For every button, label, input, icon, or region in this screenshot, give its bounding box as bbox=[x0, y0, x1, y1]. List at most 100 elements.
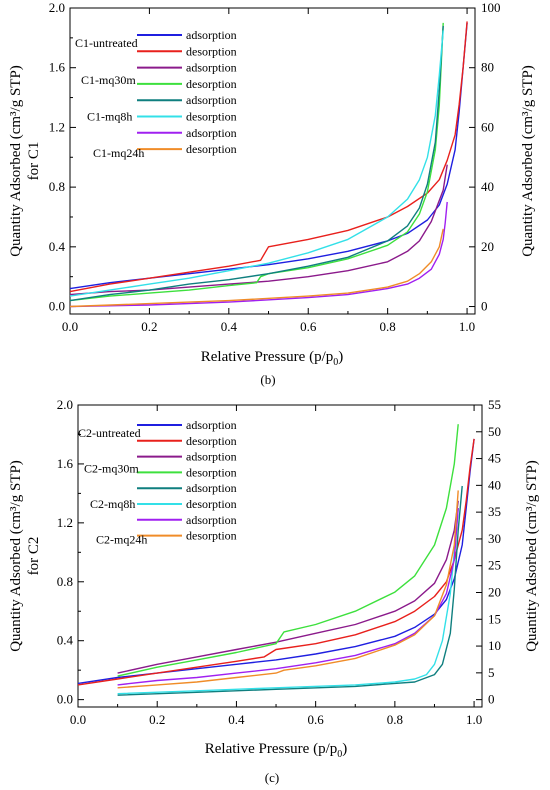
y-right-tick-label: 100 bbox=[481, 0, 501, 15]
y-right-tick-label: 55 bbox=[488, 397, 501, 412]
y-right-tick-label: 80 bbox=[481, 60, 494, 75]
legend: adsorption desorption adsorption desorption… bbox=[75, 28, 237, 160]
x-tick-label: 1.0 bbox=[459, 319, 475, 334]
y-right-tick-label: 20 bbox=[481, 239, 494, 254]
y-left-tick-label: 0.8 bbox=[49, 179, 65, 194]
legend-label: adsorption bbox=[186, 450, 237, 464]
y-right-tick-label: 45 bbox=[488, 451, 501, 466]
series-line bbox=[117, 508, 459, 695]
legend-label: adsorption bbox=[186, 28, 237, 42]
x-axis-label: Relative Pressure (p/p0) bbox=[201, 349, 343, 368]
x-axis-label: Relative Pressure (p/p0) bbox=[205, 741, 347, 760]
y-right-tick-label: 30 bbox=[488, 531, 501, 546]
legend-group-label: C2-mq8h bbox=[90, 497, 135, 511]
legend-group-label: C2-untreated bbox=[78, 426, 141, 440]
y-right-tick-label: 20 bbox=[488, 584, 501, 599]
legend-label: adsorption bbox=[186, 61, 237, 75]
y-axis-label-left: Quantity Adsorbed (cm³/g STP) bbox=[8, 65, 24, 257]
y-right-tick-label: 5 bbox=[488, 665, 495, 680]
series-line bbox=[69, 25, 444, 302]
y-left-tick-label: 1.6 bbox=[57, 456, 74, 471]
y-left-tick-label: 0.0 bbox=[49, 299, 65, 314]
y-axis-label-left-sub: for C2 bbox=[26, 537, 42, 576]
legend-group-label: C1-mq8h bbox=[87, 109, 132, 123]
series-line bbox=[117, 424, 459, 677]
series-line bbox=[77, 438, 475, 686]
x-tick-label: 0.6 bbox=[300, 319, 317, 334]
y-right-tick-label: 35 bbox=[488, 504, 501, 519]
y-left-tick-label: 1.2 bbox=[49, 119, 65, 134]
tick-labels: 0.0 0.2 0.4 0.6 0.8 1.0 0.0 0.4 0.8 1.2 1.6 2.0 0 5 10… bbox=[57, 397, 501, 727]
x-tick-label: 0.2 bbox=[149, 712, 165, 727]
series-line bbox=[69, 22, 444, 302]
x-tick-label: 0.0 bbox=[70, 712, 86, 727]
legend-label: desorption bbox=[186, 110, 237, 124]
legend-label: adsorption bbox=[186, 126, 237, 140]
y-right-tick-label: 0 bbox=[481, 299, 488, 314]
y-left-tick-label: 1.6 bbox=[49, 60, 66, 75]
legend-label: desorption bbox=[186, 77, 237, 91]
series-line bbox=[69, 30, 444, 297]
x-tick-label: 1.0 bbox=[466, 712, 482, 727]
panel-label: (b) bbox=[260, 372, 275, 387]
panel-label: (c) bbox=[265, 770, 279, 785]
legend-group-label: C1-mq30m bbox=[81, 73, 136, 87]
legend-group-label: C1-untreated bbox=[75, 36, 138, 50]
series-line bbox=[69, 21, 468, 293]
legend-label: desorption bbox=[186, 497, 237, 511]
y-right-tick-label: 50 bbox=[488, 424, 501, 439]
x-tick-label: 0.0 bbox=[62, 319, 78, 334]
legend-group-label: C1-mq24h bbox=[93, 146, 144, 160]
chart-panel-b: 0.0 0.2 0.4 0.6 0.8 1.0 0.0 0.4 0.8 1.2 1.6 2.0 0 20 4… bbox=[8, 0, 536, 387]
legend-group-label: C2-mq30m bbox=[84, 462, 139, 476]
legend-label: desorption bbox=[186, 465, 237, 479]
y-axis-label-right: Quantity Adsorbed (cm³/g STP) bbox=[524, 460, 540, 652]
series-line bbox=[77, 438, 475, 685]
y-right-tick-label: 60 bbox=[481, 119, 494, 134]
chart-panel-c: 0.0 0.2 0.4 0.6 0.8 1.0 0.0 0.4 0.8 1.2 1.6 2.0 0 5 10… bbox=[8, 397, 540, 785]
x-tick-label: 0.6 bbox=[308, 712, 325, 727]
legend-label: adsorption bbox=[186, 513, 237, 527]
x-tick-label: 0.8 bbox=[380, 319, 396, 334]
legend: adsorptiondesorptionadsorptiondesorption… bbox=[78, 418, 237, 547]
y-left-tick-label: 0.4 bbox=[49, 239, 66, 254]
y-left-tick-label: 0.4 bbox=[57, 633, 74, 648]
legend-label: desorption bbox=[186, 142, 237, 156]
y-axis-label-right: Quantity Adsorbed (cm³/g STP) bbox=[520, 65, 536, 257]
series-line bbox=[117, 500, 459, 674]
y-left-tick-label: 1.2 bbox=[57, 515, 73, 530]
series-line bbox=[117, 508, 459, 686]
y-right-tick-label: 15 bbox=[488, 611, 501, 626]
y-right-tick-label: 25 bbox=[488, 558, 501, 573]
series-group bbox=[69, 21, 468, 308]
y-axis-label-left-sub: for C1 bbox=[26, 142, 42, 181]
y-right-tick-label: 40 bbox=[481, 179, 494, 194]
legend-label: adsorption bbox=[186, 481, 237, 495]
x-tick-label: 0.8 bbox=[387, 712, 403, 727]
legend-label: desorption bbox=[186, 44, 237, 58]
plot-frame bbox=[77, 404, 483, 708]
legend-label: adsorption bbox=[186, 418, 237, 432]
y-left-tick-label: 2.0 bbox=[57, 397, 73, 412]
tick-labels: 0.0 0.2 0.4 0.6 0.8 1.0 0.0 0.4 0.8 1.2 1.6 2.0 0 20 4… bbox=[49, 0, 501, 334]
x-tick-label: 0.4 bbox=[221, 319, 238, 334]
y-left-tick-label: 0.8 bbox=[57, 574, 73, 589]
legend-label: desorption bbox=[186, 529, 237, 543]
y-right-tick-label: 0 bbox=[488, 692, 495, 707]
x-tick-label: 0.4 bbox=[228, 712, 245, 727]
legend-label: adsorption bbox=[186, 93, 237, 107]
series-group bbox=[77, 424, 475, 696]
series-line bbox=[69, 228, 444, 308]
series-line bbox=[117, 485, 463, 696]
plot-frame bbox=[69, 7, 476, 315]
y-left-tick-label: 0.0 bbox=[57, 692, 73, 707]
y-right-tick-label: 10 bbox=[488, 638, 501, 653]
y-axis-label-left: Quantity Adsorbed (cm³/g STP) bbox=[8, 460, 24, 652]
tick-marks bbox=[69, 7, 475, 314]
y-right-tick-label: 40 bbox=[488, 477, 501, 492]
series-line bbox=[69, 201, 448, 308]
tick-marks bbox=[77, 404, 482, 707]
series-line bbox=[117, 490, 459, 689]
y-left-tick-label: 2.0 bbox=[49, 0, 65, 15]
